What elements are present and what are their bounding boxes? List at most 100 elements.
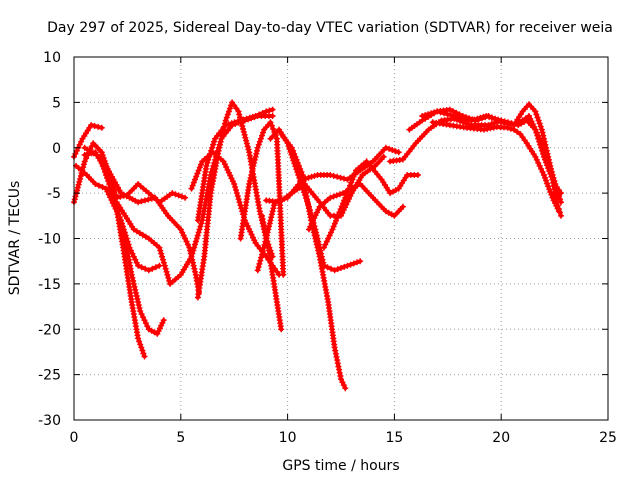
- data-point: [504, 124, 511, 131]
- y-tick-label: 10: [43, 50, 61, 66]
- data-point: [149, 265, 156, 272]
- data-point: [169, 190, 176, 197]
- data-point: [196, 226, 203, 233]
- data-point: [226, 105, 233, 112]
- data-point: [195, 167, 202, 174]
- data-point: [348, 179, 355, 186]
- data-point: [259, 132, 265, 139]
- x-tick-label: 0: [70, 430, 79, 446]
- data-point: [132, 289, 139, 296]
- data-point: [109, 183, 116, 190]
- data-point: [327, 172, 334, 178]
- data-point: [431, 109, 438, 116]
- data-point: [344, 188, 351, 195]
- series-track-18: [320, 158, 421, 251]
- data-point: [333, 192, 340, 199]
- data-point: [188, 253, 195, 260]
- data-point: [548, 191, 555, 198]
- data-point: [261, 241, 268, 248]
- data-point: [537, 141, 544, 148]
- data-point: [533, 156, 540, 163]
- data-point: [198, 161, 204, 168]
- data-point: [331, 220, 338, 227]
- data-point: [532, 126, 539, 133]
- y-tick-label: -25: [38, 368, 61, 384]
- data-point: [189, 182, 196, 189]
- data-point: [192, 176, 198, 183]
- data-point: [538, 144, 545, 151]
- data-point: [189, 250, 196, 257]
- data-point: [305, 174, 312, 181]
- data-point: [343, 191, 350, 198]
- y-tick-label: -15: [38, 277, 61, 293]
- data-point: [386, 145, 393, 152]
- data-point: [269, 106, 276, 113]
- data-point: [488, 120, 495, 127]
- data-point: [324, 264, 331, 271]
- data-point: [236, 111, 243, 118]
- data-point: [380, 153, 387, 160]
- data-point: [139, 347, 146, 354]
- data-point: [269, 208, 276, 215]
- data-point: [263, 235, 270, 242]
- data-point: [347, 182, 353, 189]
- data-point: [483, 113, 490, 119]
- data-point: [74, 184, 81, 191]
- data-point: [190, 179, 197, 186]
- data-point: [195, 229, 202, 236]
- data-point: [156, 262, 163, 269]
- data-point: [225, 121, 232, 128]
- series-track-22: [429, 119, 562, 215]
- data-point: [446, 106, 453, 113]
- data-point: [337, 206, 344, 213]
- data-point: [544, 162, 551, 169]
- data-point: [189, 259, 196, 266]
- data-point: [188, 185, 195, 192]
- y-tick-label: -5: [47, 186, 61, 202]
- data-point: [486, 113, 493, 120]
- data-point: [138, 344, 145, 351]
- data-point: [234, 118, 241, 125]
- data-point: [330, 223, 337, 230]
- data-point: [256, 260, 263, 267]
- y-tick-label: -30: [38, 413, 61, 429]
- data-point: [141, 353, 148, 360]
- data-point: [115, 211, 122, 218]
- data-point: [99, 184, 106, 191]
- data-point: [197, 223, 204, 230]
- data-point: [98, 124, 105, 131]
- data-point: [419, 113, 426, 119]
- data-point: [345, 185, 352, 192]
- data-point: [145, 196, 152, 203]
- data-point: [135, 335, 142, 342]
- data-point: [192, 238, 199, 245]
- data-point: [190, 247, 197, 254]
- data-point: [354, 259, 360, 266]
- data-point: [178, 193, 185, 200]
- data-point: [232, 184, 239, 191]
- data-point: [157, 247, 164, 254]
- data-point: [341, 175, 347, 182]
- data-point: [262, 238, 269, 245]
- data-point: [492, 115, 499, 122]
- data-point: [233, 190, 240, 197]
- data-point: [137, 341, 144, 348]
- data-point: [141, 197, 148, 204]
- data-point: [234, 193, 241, 200]
- data-point: [268, 122, 275, 129]
- data-point: [75, 181, 82, 188]
- data-point: [140, 350, 147, 357]
- x-tick-label: 10: [279, 430, 297, 446]
- data-point: [74, 187, 81, 194]
- data-point: [256, 138, 263, 145]
- data-point: [507, 125, 514, 132]
- data-point: [329, 226, 336, 233]
- data-point: [278, 326, 285, 333]
- data-point: [350, 260, 357, 267]
- data-point: [266, 107, 273, 114]
- data-point: [88, 150, 95, 157]
- tick-layer: 0 5 10 15 20 25 10 5 0 -5 -10 -15 -20 -25 -30: [38, 50, 617, 446]
- data-point: [334, 214, 341, 221]
- data-point: [338, 265, 344, 271]
- data-point: [349, 176, 356, 183]
